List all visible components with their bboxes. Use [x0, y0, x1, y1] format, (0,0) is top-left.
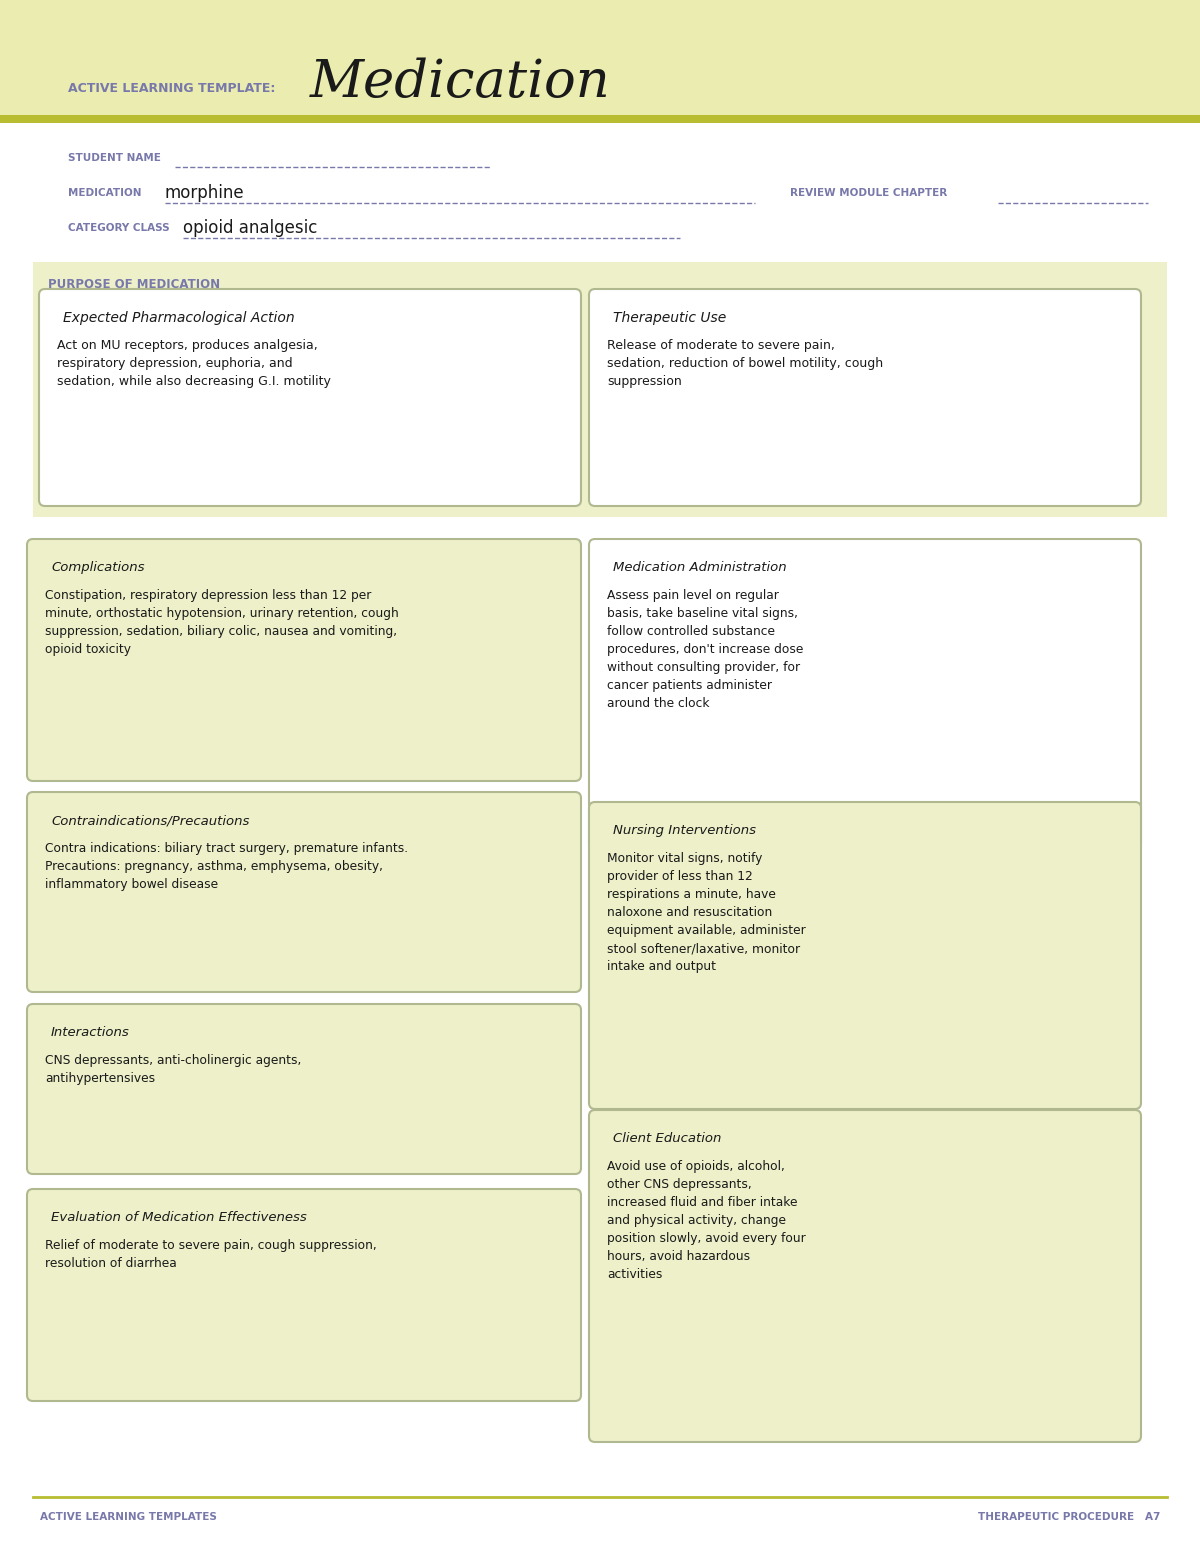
Bar: [0, 115, 1200, 123]
FancyBboxPatch shape: [589, 1110, 1141, 1443]
Text: CATEGORY CLASS: CATEGORY CLASS: [68, 224, 169, 233]
Text: ACTIVE LEARNING TEMPLATE:: ACTIVE LEARNING TEMPLATE:: [68, 81, 275, 95]
FancyBboxPatch shape: [28, 1190, 581, 1401]
Text: Release of moderate to severe pain,
sedation, reduction of bowel motility, cough: Release of moderate to severe pain, seda…: [607, 339, 883, 388]
FancyBboxPatch shape: [28, 1003, 581, 1174]
Text: MEDICATION: MEDICATION: [68, 188, 142, 197]
Text: Expected Pharmacological Action: Expected Pharmacological Action: [64, 311, 295, 325]
Text: Assess pain level on regular
basis, take baseline vital signs,
follow controlled: Assess pain level on regular basis, take…: [607, 589, 803, 710]
FancyBboxPatch shape: [589, 539, 1141, 851]
Text: Medication: Medication: [310, 57, 611, 109]
Text: STUDENT NAME: STUDENT NAME: [68, 154, 161, 163]
Text: Client Education: Client Education: [613, 1132, 721, 1145]
Text: Monitor vital signs, notify
provider of less than 12
respirations a minute, have: Monitor vital signs, notify provider of …: [607, 853, 805, 974]
Text: PURPOSE OF MEDICATION: PURPOSE OF MEDICATION: [48, 278, 220, 290]
Text: Evaluation of Medication Effectiveness: Evaluation of Medication Effectiveness: [50, 1211, 307, 1224]
Text: Therapeutic Use: Therapeutic Use: [613, 311, 726, 325]
Bar: [34, 262, 1166, 517]
Text: ACTIVE LEARNING TEMPLATES: ACTIVE LEARNING TEMPLATES: [40, 1513, 217, 1522]
Text: Contraindications/Precautions: Contraindications/Precautions: [50, 814, 250, 828]
Text: Contra indications: biliary tract surgery, premature infants.
Precautions: pregn: Contra indications: biliary tract surger…: [46, 842, 408, 891]
FancyBboxPatch shape: [28, 792, 581, 992]
FancyBboxPatch shape: [589, 289, 1141, 506]
Text: Constipation, respiratory depression less than 12 per
minute, orthostatic hypote: Constipation, respiratory depression les…: [46, 589, 398, 655]
Text: REVIEW MODULE CHAPTER: REVIEW MODULE CHAPTER: [790, 188, 947, 197]
FancyBboxPatch shape: [28, 539, 581, 781]
Bar: [0, 123, 1200, 295]
Text: Relief of moderate to severe pain, cough suppression,
resolution of diarrhea: Relief of moderate to severe pain, cough…: [46, 1239, 377, 1270]
Text: Interactions: Interactions: [50, 1027, 130, 1039]
Text: Complications: Complications: [50, 561, 144, 575]
Text: Medication Administration: Medication Administration: [613, 561, 787, 575]
Bar: [0, 0, 1200, 115]
Text: THERAPEUTIC PROCEDURE   A7: THERAPEUTIC PROCEDURE A7: [978, 1513, 1160, 1522]
FancyBboxPatch shape: [589, 801, 1141, 1109]
Text: morphine: morphine: [166, 183, 245, 202]
Text: opioid analgesic: opioid analgesic: [182, 219, 317, 238]
Text: Act on MU receptors, produces analgesia,
respiratory depression, euphoria, and
s: Act on MU receptors, produces analgesia,…: [58, 339, 331, 388]
Text: Avoid use of opioids, alcohol,
other CNS depressants,
increased fluid and fiber : Avoid use of opioids, alcohol, other CNS…: [607, 1160, 805, 1281]
Text: Nursing Interventions: Nursing Interventions: [613, 825, 756, 837]
Text: CNS depressants, anti-cholinergic agents,
antihypertensives: CNS depressants, anti-cholinergic agents…: [46, 1054, 301, 1086]
FancyBboxPatch shape: [38, 289, 581, 506]
